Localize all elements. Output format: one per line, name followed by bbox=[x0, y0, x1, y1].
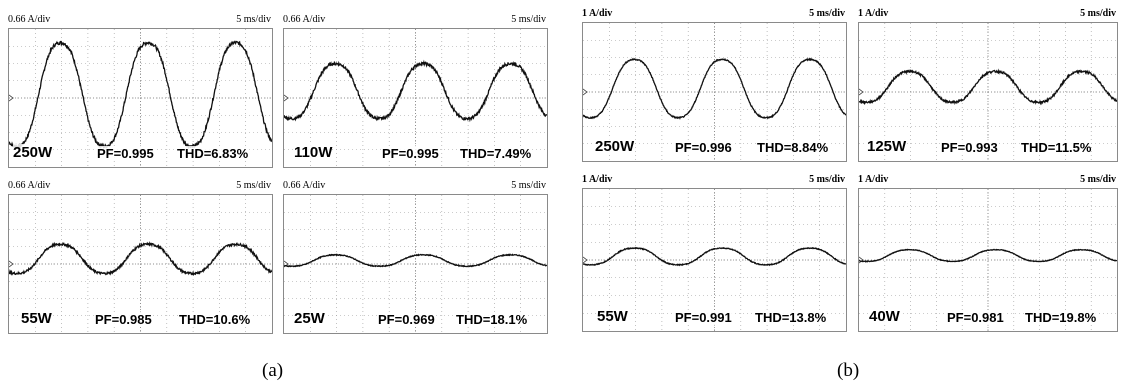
thd-label: THD=7.49% bbox=[460, 146, 532, 161]
power-label: 25W bbox=[294, 310, 325, 327]
current-waveform bbox=[583, 57, 846, 120]
oscilloscope-screen: 125W PF=0.993 THD=11.5% bbox=[858, 22, 1118, 162]
vertical-scale: 0.66 A/div bbox=[8, 14, 51, 25]
vertical-scale: 1 A/div bbox=[858, 174, 889, 185]
waveform-plot bbox=[9, 195, 272, 333]
vertical-scale: 0.66 A/div bbox=[283, 180, 326, 191]
horizontal-scale: 5 ms/div bbox=[1080, 174, 1116, 185]
oscilloscope-screen: 110W PF=0.995 THD=7.49% bbox=[283, 28, 548, 168]
waveform-plot bbox=[859, 23, 1117, 161]
current-waveform bbox=[284, 253, 547, 268]
scope-panel-a-250w: 0.66 A/div 5 ms/div 250W PF=0.995 THD=6.8… bbox=[8, 12, 273, 168]
pf-label: PF=0.985 bbox=[95, 312, 152, 327]
scope-panel-b-125w: 1 A/div 5 ms/div 125W PF=0.993 THD=11.5% bbox=[858, 6, 1118, 162]
oscilloscope-screen: 250W PF=0.996 THD=8.84% bbox=[582, 22, 847, 162]
current-waveform bbox=[859, 68, 1117, 106]
oscilloscope-screen: 55W PF=0.991 THD=13.8% bbox=[582, 188, 847, 332]
vertical-scale: 1 A/div bbox=[858, 8, 889, 19]
oscilloscope-screen: 40W PF=0.981 THD=19.8% bbox=[858, 188, 1118, 332]
thd-label: THD=11.5% bbox=[1021, 140, 1092, 155]
horizontal-scale: 5 ms/div bbox=[511, 14, 546, 25]
scope-panel-a-55w: 0.66 A/div 5 ms/div 55W PF=0.985 THD=10.6… bbox=[8, 178, 273, 334]
oscilloscope-screen: 25W PF=0.969 THD=18.1% bbox=[283, 194, 548, 334]
vertical-scale: 0.66 A/div bbox=[283, 14, 326, 25]
thd-label: THD=19.8% bbox=[1025, 310, 1097, 325]
power-label: 55W bbox=[21, 310, 52, 327]
scope-panel-b-55w: 1 A/div 5 ms/div 55W PF=0.991 THD=13.8% bbox=[582, 172, 847, 332]
waveform-plot bbox=[9, 29, 272, 167]
thd-label: THD=10.6% bbox=[179, 312, 251, 327]
oscilloscope-screen: 250W PF=0.995 THD=6.83% bbox=[8, 28, 273, 168]
ground-marker bbox=[583, 88, 588, 96]
ground-marker bbox=[9, 260, 14, 268]
pf-label: PF=0.995 bbox=[97, 146, 154, 161]
horizontal-scale: 5 ms/div bbox=[809, 174, 845, 185]
thd-label: THD=8.84% bbox=[757, 140, 829, 155]
caption-b: (b) bbox=[837, 360, 860, 381]
pf-label: PF=0.996 bbox=[675, 140, 732, 155]
power-label: 125W bbox=[867, 138, 907, 155]
ground-marker bbox=[859, 256, 864, 264]
horizontal-scale: 5 ms/div bbox=[809, 8, 845, 19]
horizontal-scale: 5 ms/div bbox=[236, 14, 271, 25]
horizontal-scale: 5 ms/div bbox=[236, 180, 271, 191]
ground-marker bbox=[859, 88, 864, 96]
scope-panel-a-25w: 0.66 A/div 5 ms/div 25W PF=0.969 THD=18.1… bbox=[283, 178, 548, 334]
thd-label: THD=13.8% bbox=[755, 310, 827, 325]
current-waveform bbox=[284, 59, 547, 123]
power-label: 250W bbox=[13, 144, 53, 161]
waveform-plot bbox=[284, 195, 547, 333]
current-waveform bbox=[9, 40, 272, 150]
thd-label: THD=18.1% bbox=[456, 312, 528, 327]
pf-label: PF=0.995 bbox=[382, 146, 439, 161]
ground-marker bbox=[583, 256, 588, 264]
waveform-plot bbox=[284, 29, 547, 167]
horizontal-scale: 5 ms/div bbox=[511, 180, 546, 191]
horizontal-scale: 5 ms/div bbox=[1080, 8, 1116, 19]
ground-marker bbox=[284, 94, 289, 102]
pf-label: PF=0.993 bbox=[941, 140, 998, 155]
current-waveform bbox=[9, 241, 272, 276]
vertical-scale: 1 A/div bbox=[582, 8, 613, 19]
current-waveform bbox=[859, 248, 1117, 263]
current-waveform bbox=[583, 246, 846, 267]
power-label: 110W bbox=[294, 144, 333, 161]
power-label: 250W bbox=[595, 138, 635, 155]
scope-panel-b-250w: 1 A/div 5 ms/div 250W PF=0.996 THD=8.84% bbox=[582, 6, 847, 162]
pf-label: PF=0.981 bbox=[947, 310, 1004, 325]
power-label: 55W bbox=[597, 308, 628, 325]
scope-panel-b-40w: 1 A/div 5 ms/div 40W PF=0.981 THD=19.8% bbox=[858, 172, 1118, 332]
vertical-scale: 1 A/div bbox=[582, 174, 613, 185]
caption-a: (a) bbox=[262, 360, 284, 381]
thd-label: THD=6.83% bbox=[177, 146, 249, 161]
power-label: 40W bbox=[869, 308, 900, 325]
ground-marker bbox=[9, 94, 14, 102]
pf-label: PF=0.991 bbox=[675, 310, 732, 325]
waveform-plot bbox=[583, 189, 846, 331]
oscilloscope-screen: 55W PF=0.985 THD=10.6% bbox=[8, 194, 273, 334]
vertical-scale: 0.66 A/div bbox=[8, 180, 51, 191]
waveform-plot bbox=[583, 23, 846, 161]
scope-panel-a-110w: 0.66 A/div 5 ms/div 110W PF=0.995 THD=7.4… bbox=[283, 12, 548, 168]
pf-label: PF=0.969 bbox=[378, 312, 435, 327]
